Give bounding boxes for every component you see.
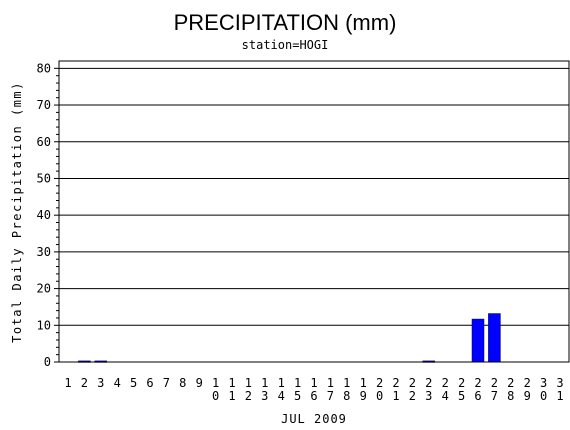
x-tick-label: 8 <box>179 376 186 390</box>
y-tick-label: 30 <box>37 245 51 259</box>
bars <box>78 313 501 363</box>
y-tick-label: 80 <box>37 61 51 75</box>
bar <box>471 318 485 363</box>
x-axis-label: JUL 2009 <box>281 412 347 426</box>
x-tick-label: 4 <box>114 376 121 390</box>
y-tick-label: 50 <box>37 171 51 185</box>
y-tick-label: 0 <box>44 355 51 369</box>
y-tick-label: 60 <box>37 135 51 149</box>
y-axis-label: Total Daily Precipitation (mm) <box>10 81 24 343</box>
y-tick-label: 10 <box>37 318 51 332</box>
y-tick-label: 20 <box>37 282 51 296</box>
plot-frame <box>58 60 570 363</box>
chart-subtitle: station=HOGI <box>242 38 329 52</box>
bar <box>488 313 501 363</box>
x-tick-label: 9 <box>196 376 203 390</box>
x-tick-label: 6 <box>146 376 153 390</box>
grid-lines <box>59 67 569 326</box>
y-tick-label: 40 <box>37 208 51 222</box>
x-tick-label: 7 <box>163 376 170 390</box>
x-tick-label: 3 <box>97 376 104 390</box>
x-tick-label: 1 <box>64 376 71 390</box>
y-tick-label: 70 <box>37 98 51 112</box>
x-tick-label: 5 <box>130 376 137 390</box>
x-tick-label: 2 <box>81 376 88 390</box>
chart-title: PRECIPITATION (mm) <box>174 10 397 35</box>
